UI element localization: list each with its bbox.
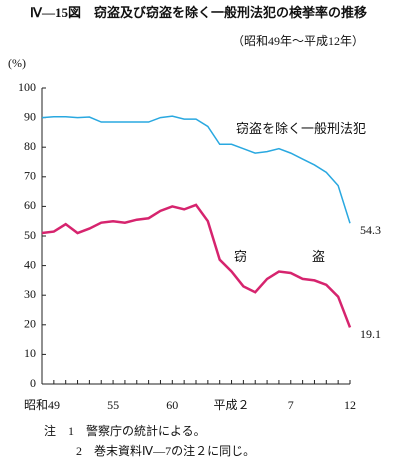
chart-title: Ⅳ—15図 窃盗及び窃盗を除く一般刑法犯の検挙率の推移 [30,5,367,20]
y-tick-label: 80 [24,139,36,153]
x-tick-label: 昭和49 [24,398,60,412]
y-tick-label: 10 [24,346,36,360]
x-tick-label: 55 [107,398,119,412]
y-tick-label: 70 [24,169,36,183]
series-line [41,203,352,328]
y-tick-label: 0 [30,376,36,390]
x-tick-label: 12 [344,398,356,412]
end-value-label: 19.1 [360,327,381,341]
x-tick-label: 平成２ [214,398,250,412]
series-label: 窃盗を除く一般刑法犯 [236,121,366,136]
y-axis-label: (%) [8,56,26,70]
series-label: 窃 盗 [234,249,325,264]
y-tick-label: 90 [24,109,36,123]
x-tick-label: 7 [288,398,294,412]
x-tick-label: 60 [166,398,178,412]
note: 2 巻末資料Ⅳ—7の注２に同じ。 [76,443,255,458]
chart-subtitle: （昭和49年～平成12年） [232,34,364,48]
y-tick-label: 50 [24,228,36,242]
series-line [41,115,351,224]
y-tick-label: 40 [24,257,36,271]
y-tick-label: 100 [18,80,36,94]
y-tick-label: 60 [24,198,36,212]
note: 注 1 警察庁の統計による。 [44,423,206,438]
end-value-label: 54.3 [360,223,381,237]
y-tick-label: 20 [24,317,36,331]
y-tick-label: 30 [24,287,36,301]
